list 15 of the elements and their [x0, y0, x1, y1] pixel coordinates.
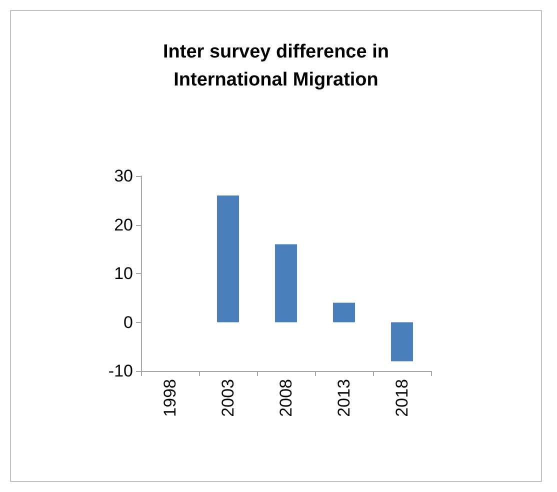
bar — [333, 302, 355, 322]
y-tick-label: 0 — [124, 312, 133, 332]
bar — [275, 244, 297, 322]
y-tick-label: -10 — [108, 362, 133, 380]
y-tick-label: 20 — [114, 215, 133, 234]
x-tick-label: 1998 — [160, 379, 180, 417]
bar — [217, 196, 239, 322]
y-tick-label: 30 — [114, 166, 133, 186]
x-tick-label: 2008 — [276, 379, 296, 417]
chart-title: Inter survey difference in International Migration — [163, 42, 389, 90]
x-tick-label: 2018 — [392, 379, 412, 417]
x-tick-label: 2003 — [218, 379, 238, 417]
y-tick-label: 10 — [114, 264, 133, 283]
bar — [391, 322, 413, 362]
x-tick-label: 2013 — [334, 379, 354, 417]
